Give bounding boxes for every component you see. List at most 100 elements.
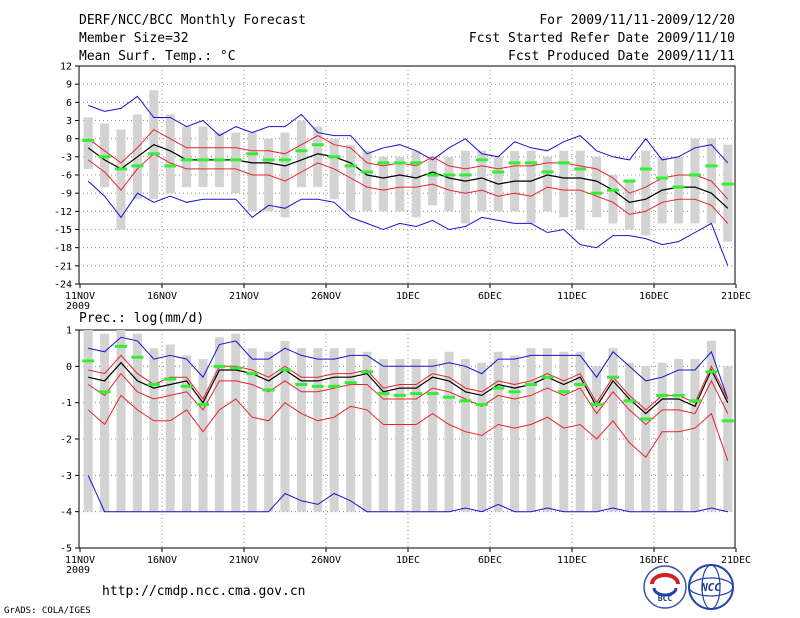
ensemble-mean-line	[87, 144, 729, 209]
spread-box	[198, 359, 208, 512]
spread-box	[378, 359, 388, 512]
spread-box	[362, 351, 372, 512]
ncc-logo: NCC	[688, 564, 734, 610]
source-url: http://cmdp.ncc.cma.gov.cn	[102, 584, 306, 599]
spread-box	[165, 114, 175, 194]
spread-box	[214, 337, 224, 512]
y-tick-label: -12	[54, 207, 72, 218]
spread-box	[100, 333, 110, 512]
spread-box	[116, 129, 126, 230]
spread-box	[477, 150, 487, 212]
spread-box	[559, 150, 569, 218]
x-tick-label: 1DEC	[396, 291, 420, 302]
spread-box	[460, 150, 470, 224]
y-tick-label: 0	[66, 362, 72, 373]
spread-box	[182, 126, 192, 188]
member-size: Member Size=32	[79, 31, 189, 46]
x-tick-label: 6DEC	[478, 291, 502, 302]
figure-title: DERF/NCC/BCC Monthly Forecast	[79, 13, 306, 28]
bcc-logo: BCC	[643, 565, 687, 609]
x-year-label: 2009	[66, 301, 90, 312]
spread-box	[592, 156, 602, 218]
lower-red-line	[87, 394, 729, 461]
y-tick-label: 1	[66, 326, 72, 337]
spread-box	[247, 348, 257, 512]
y-tick-label: -21	[54, 261, 72, 272]
x-tick-label: 16NOV	[147, 555, 177, 566]
y-tick-label: 3	[66, 116, 72, 127]
forecast-range: For 2009/11/11-2009/12/20	[539, 13, 735, 28]
spread-box	[83, 330, 93, 512]
y-tick-label: -15	[54, 225, 72, 236]
y-tick-label: -24	[54, 280, 72, 291]
lower-outer-line	[87, 180, 729, 266]
y-tick-label: -1	[60, 398, 72, 409]
spread-box	[182, 355, 192, 512]
x-tick-label: 21DEC	[721, 291, 751, 302]
spread-box	[149, 348, 159, 512]
spread-box	[657, 362, 667, 512]
spread-box	[346, 348, 356, 512]
upper-inner-line	[87, 128, 729, 200]
spread-box	[674, 359, 684, 512]
spread-box	[723, 144, 733, 242]
spread-box	[608, 175, 618, 224]
precip-title: Prec.: log(mm/d)	[79, 311, 204, 326]
spread-box	[510, 355, 520, 512]
spread-box	[624, 362, 634, 512]
x-tick-label: 11DEC	[557, 291, 587, 302]
spread-box	[444, 156, 454, 212]
spread-box	[411, 359, 421, 512]
y-tick-label: -9	[60, 189, 72, 200]
x-tick-label: 16DEC	[639, 555, 669, 566]
x-tick-label: 1DEC	[396, 555, 420, 566]
upper-outer-line	[88, 336, 729, 400]
spread-box	[83, 117, 93, 169]
spread-box	[280, 340, 290, 512]
x-year-label: 2009	[66, 565, 90, 576]
spread-box	[132, 333, 142, 512]
spread-box	[460, 359, 470, 512]
y-tick-label: -2	[60, 435, 72, 446]
x-tick-label: 21NOV	[229, 555, 259, 566]
spread-box	[641, 366, 651, 512]
spread-box	[296, 120, 306, 188]
spread-box	[542, 156, 552, 212]
x-tick-label: 26NOV	[311, 555, 341, 566]
spread-box	[559, 351, 569, 512]
ncc-logo-text: NCC	[700, 581, 721, 594]
spread-box	[362, 150, 372, 212]
x-tick-label: 21NOV	[229, 291, 259, 302]
y-tick-label: -18	[54, 243, 72, 254]
spread-box	[329, 348, 339, 512]
y-tick-label: 0	[66, 134, 72, 145]
spread-box	[428, 359, 438, 512]
spread-box	[542, 348, 552, 512]
spread-box	[608, 348, 618, 512]
spread-box	[526, 150, 536, 224]
y-tick-label: -3	[60, 152, 72, 163]
x-tick-label: 16DEC	[639, 291, 669, 302]
lower-inner-line	[87, 153, 729, 224]
spread-box	[247, 132, 257, 212]
spread-box	[690, 138, 700, 224]
y-tick-label: -3	[60, 471, 72, 482]
spread-box	[641, 150, 651, 236]
spread-box	[690, 359, 700, 512]
spread-box	[477, 362, 487, 512]
lower-outer-line	[87, 475, 728, 513]
x-tick-label: 26NOV	[311, 291, 341, 302]
x-tick-label: 21DEC	[721, 555, 751, 566]
spread-box	[706, 340, 716, 512]
x-tick-label: 6DEC	[478, 555, 502, 566]
bcc-logo-text: BCC	[658, 594, 673, 603]
spread-box	[493, 351, 503, 512]
spread-box	[231, 132, 241, 194]
spread-box	[723, 366, 733, 512]
spread-box	[313, 348, 323, 512]
y-tick-label: 9	[66, 80, 72, 91]
spread-box	[231, 333, 241, 512]
